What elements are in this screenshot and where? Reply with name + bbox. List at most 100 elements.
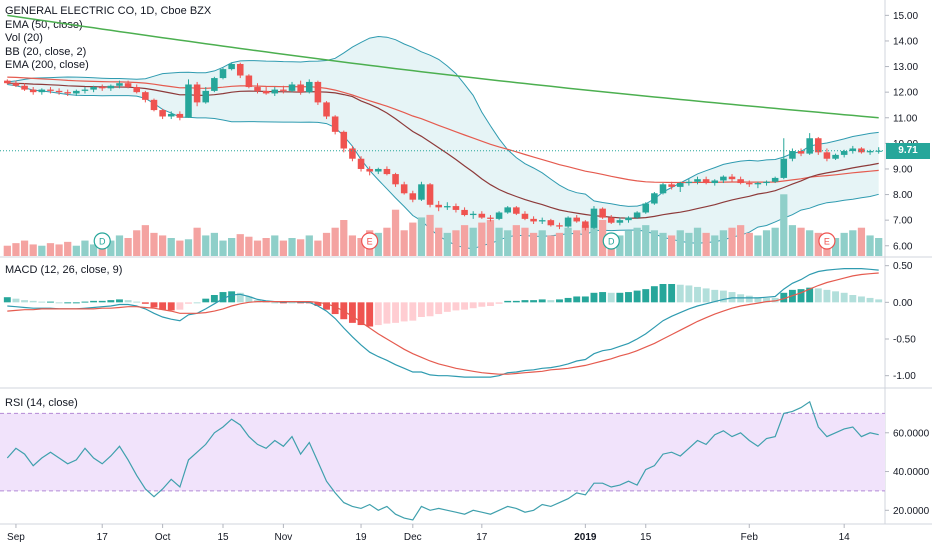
price-tick-label: 12.00 <box>893 88 918 99</box>
candle-body <box>90 87 97 90</box>
volume-bar <box>383 227 391 256</box>
macd-histogram-bar <box>124 300 132 303</box>
volume-bar <box>340 220 348 256</box>
time-tick-label: 14 <box>839 532 851 543</box>
candle-body <box>142 92 149 100</box>
rsi-tick-label: 60.0000 <box>893 428 930 439</box>
volume-bar <box>866 235 874 256</box>
rsi-label[interactable]: RSI (14, close) <box>5 397 78 409</box>
last-price-tag: 9.71 <box>886 142 930 159</box>
candle-body <box>4 80 11 84</box>
macd-label[interactable]: MACD (12, 26, close, 9) <box>5 264 123 276</box>
volume-bar <box>64 241 72 256</box>
candle-body <box>202 90 210 103</box>
volume-bar <box>12 243 20 256</box>
candle-body <box>754 183 762 185</box>
candle-body <box>124 83 132 88</box>
macd-histogram-bar <box>659 284 667 303</box>
candle-body <box>849 148 857 152</box>
macd-tick-label: 0.50 <box>893 261 913 272</box>
candle-body <box>305 81 313 93</box>
candle-body <box>21 85 28 90</box>
candle-body <box>487 217 494 219</box>
volume-bar <box>771 227 779 256</box>
candles[interactable] <box>4 62 882 231</box>
candle-body <box>771 177 779 182</box>
volume-bar <box>521 227 529 256</box>
candle-body <box>564 217 572 227</box>
legend-ema50[interactable]: EMA (50, close) <box>5 18 83 31</box>
macd-histogram-bar <box>366 302 374 327</box>
candle-body <box>538 220 546 222</box>
macd-histogram-bar <box>564 297 572 303</box>
time-tick-label: 17 <box>476 532 488 543</box>
macd-histogram-bar <box>141 302 149 304</box>
candle-body <box>73 90 80 94</box>
candle-body <box>452 206 460 210</box>
macd-histogram-bar <box>581 296 589 303</box>
volume-bar <box>443 232 451 256</box>
macd-histogram-bar <box>857 296 865 303</box>
macd-histogram-bar <box>797 289 805 303</box>
volume-bar <box>409 222 417 256</box>
time-tick-label: Sep <box>7 532 25 543</box>
bollinger-fill <box>7 36 879 249</box>
volume-bar <box>719 230 728 256</box>
candle-body <box>435 204 442 208</box>
macd-tick-label: 0.00 <box>893 298 913 309</box>
earnings-marker <box>818 232 836 250</box>
macd-histogram-bar <box>417 302 425 317</box>
macd-histogram-bar <box>556 299 563 303</box>
candle-body <box>521 213 529 219</box>
rsi-band <box>0 413 885 491</box>
candle-body <box>625 217 632 221</box>
macd-histogram-bar <box>193 302 201 304</box>
volume-bar <box>435 227 443 256</box>
volume-bar <box>780 194 788 256</box>
macd-histogram-bar <box>538 299 546 303</box>
macd-histogram-bar <box>823 289 831 303</box>
moving-averages <box>7 14 879 219</box>
volume-bar <box>38 245 46 256</box>
legend-ema200[interactable]: EMA (200, close) <box>5 59 89 71</box>
macd-histogram-bar <box>599 292 607 303</box>
volume-bar <box>754 235 762 256</box>
symbol-title[interactable]: GENERAL ELECTRIC CO, 1D, Cboe BZX <box>5 5 212 17</box>
volume-bar <box>236 234 244 256</box>
volume-bar <box>831 238 840 256</box>
legend-volume[interactable]: Vol (20) <box>5 32 43 44</box>
event-marker-letter: E <box>824 237 830 247</box>
macd-histogram-bar <box>806 287 814 303</box>
volume-bar <box>857 227 866 256</box>
time-tick-label: 15 <box>640 532 652 543</box>
macd-tick-label: -1.00 <box>893 371 916 382</box>
volume-bar <box>262 238 270 256</box>
volume-bar <box>849 230 857 256</box>
candle-body <box>513 207 520 214</box>
legend-bollinger[interactable]: BB (20, close, 2) <box>5 45 87 58</box>
candle-body <box>797 151 805 154</box>
candle-body <box>651 193 658 204</box>
candle-body <box>340 131 348 149</box>
macd-histogram-bar <box>478 302 486 307</box>
macd-histogram-bar <box>331 302 339 315</box>
candle-body <box>556 225 563 227</box>
macd-histogram-bar <box>3 297 11 303</box>
macd-histogram-bar <box>348 302 356 323</box>
candle-body <box>668 184 675 187</box>
time-tick-label: Feb <box>741 532 759 543</box>
volume-bar <box>633 227 641 256</box>
candle-body <box>133 87 141 93</box>
candle-body <box>12 83 20 86</box>
macd-histogram-bar <box>780 292 788 303</box>
time-tick-label: 17 <box>97 532 109 543</box>
volume-bar <box>124 238 132 256</box>
macd-histogram-bar <box>426 302 434 317</box>
candle-body <box>875 150 882 152</box>
macd-histogram-bar <box>409 302 417 321</box>
macd-histogram-bar <box>633 290 641 303</box>
volume-bar <box>788 225 797 256</box>
volume-bar <box>158 235 167 256</box>
